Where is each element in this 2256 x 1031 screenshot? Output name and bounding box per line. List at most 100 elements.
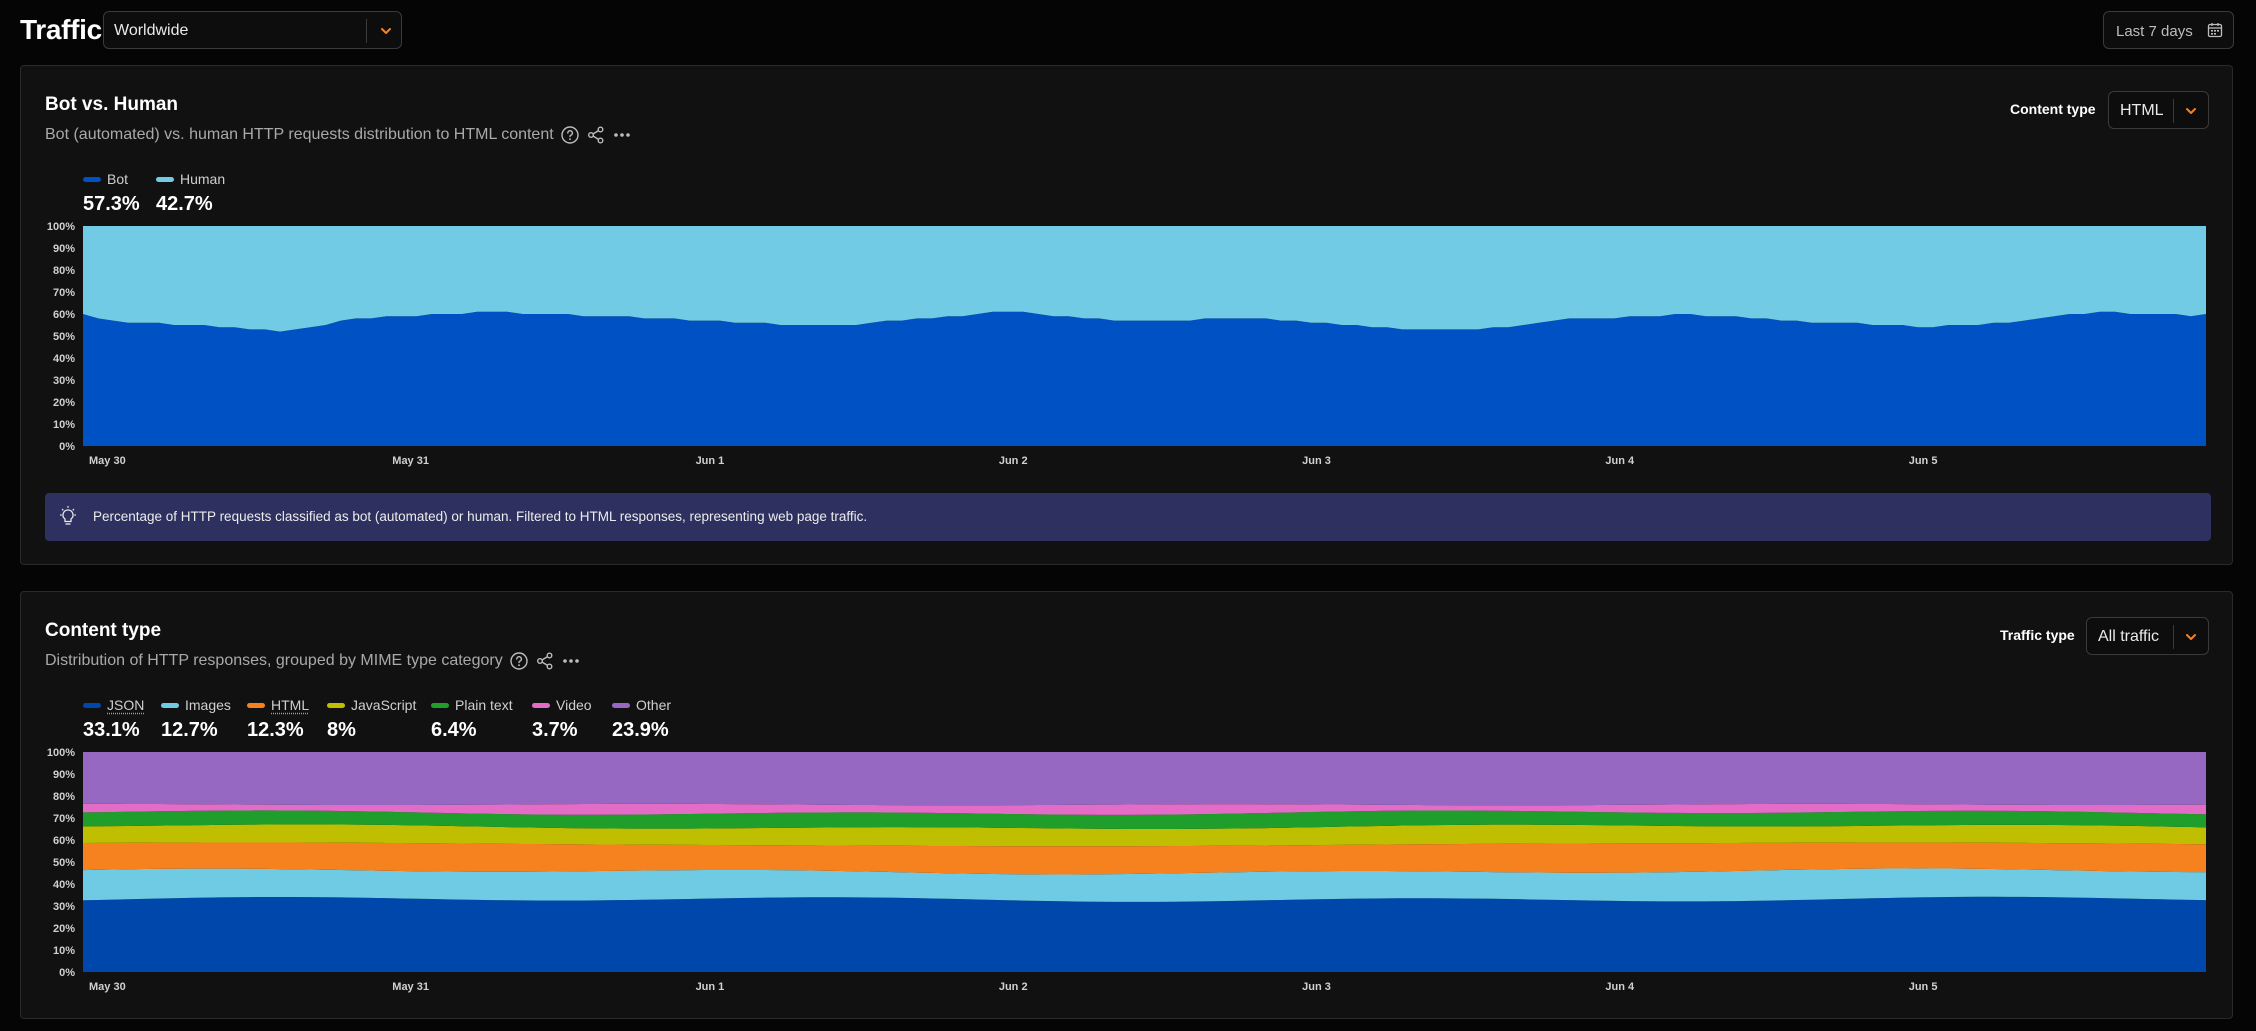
help-icon[interactable]	[509, 651, 529, 671]
legend-label: JSON	[107, 697, 145, 713]
date-range-button[interactable]: Last 7 days	[2103, 11, 2234, 49]
card-subtitle: Distribution of HTTP responses, grouped …	[45, 651, 581, 671]
share-icon[interactable]	[535, 651, 555, 671]
more-icon[interactable]	[561, 651, 581, 671]
legend-swatch	[83, 176, 101, 182]
legend-value: 3.7%	[532, 719, 578, 741]
legend-swatch	[161, 702, 179, 708]
legend-value: 23.9%	[612, 719, 669, 741]
series-area-video	[83, 803, 2206, 815]
legend-item[interactable]: Bot 57.3%	[83, 170, 156, 216]
legend-value: 8%	[327, 719, 356, 741]
legend-label: Images	[185, 697, 231, 713]
legend-label: Plain text	[455, 697, 513, 713]
bot-vs-human-card: Bot vs. Human Bot (automated) vs. human …	[20, 65, 2233, 565]
x-tick-label: Jun 3	[1302, 981, 1331, 993]
legend-label: HTML	[271, 697, 310, 713]
legend-value: 6.4%	[431, 719, 477, 741]
legend-key: Images	[161, 696, 247, 714]
x-tick-label: Jun 1	[696, 455, 725, 467]
y-tick-label: 80%	[53, 265, 75, 277]
legend-key: Other	[612, 696, 682, 714]
select-divider	[2173, 625, 2174, 649]
legend-item[interactable]: JSON 33.1%	[83, 696, 161, 742]
content-type-select[interactable]: HTML	[2108, 91, 2209, 129]
x-tick-label: May 31	[392, 981, 429, 993]
legend-value: 57.3%	[83, 193, 140, 215]
y-tick-label: 50%	[53, 857, 75, 869]
x-tick-label: Jun 2	[999, 981, 1028, 993]
more-icon[interactable]	[612, 125, 632, 145]
y-tick-label: 30%	[53, 901, 75, 913]
chevron-down-icon	[2186, 108, 2196, 114]
traffic-type-select[interactable]: All traffic	[2086, 617, 2209, 655]
x-tick-label: May 30	[89, 455, 126, 467]
page-title: Traffic	[20, 14, 102, 45]
y-tick-label: 10%	[53, 419, 75, 431]
legend-label: Bot	[107, 171, 129, 187]
y-tick-label: 10%	[53, 945, 75, 957]
y-tick-label: 70%	[53, 287, 75, 299]
legend-swatch	[327, 702, 345, 708]
x-tick-label: Jun 5	[1909, 455, 1938, 467]
legend-item[interactable]: Other 23.9%	[612, 696, 682, 742]
x-tick-label: Jun 4	[1605, 981, 1635, 993]
chevron-down-icon	[381, 28, 391, 34]
legend-swatch	[156, 176, 174, 182]
legend-swatch	[83, 702, 101, 708]
series-area-bot	[83, 311, 2206, 446]
card-title: Content type	[45, 620, 162, 641]
traffic-type-label: Traffic type	[2000, 627, 2075, 643]
legend-value: 42.7%	[156, 193, 213, 215]
legend-item[interactable]: HTML 12.3%	[247, 696, 327, 742]
legend-value: 33.1%	[83, 719, 140, 741]
content-type-area-chart: 0% 10% 20% 30% 40% 50% 60% 70% 80% 90% 100% May 30 M…	[47, 747, 2206, 993]
traffic-type-value: All traffic	[2098, 628, 2160, 645]
x-tick-label: Jun 1	[696, 981, 725, 993]
card-title: Bot vs. Human	[45, 94, 179, 115]
legend-value: 12.7%	[161, 719, 218, 741]
legend-label: JavaScript	[351, 697, 417, 713]
y-tick-label: 0%	[59, 967, 75, 979]
legend-item[interactable]: JavaScript 8%	[327, 696, 431, 742]
legend-label: Human	[180, 171, 226, 187]
share-icon[interactable]	[586, 125, 606, 145]
legend-key: Human	[156, 170, 226, 188]
legend-item[interactable]: Video 3.7%	[532, 696, 612, 742]
legend-label: Video	[556, 697, 592, 713]
y-tick-label: 30%	[53, 375, 75, 387]
select-divider	[366, 19, 367, 43]
y-tick-label: 80%	[53, 791, 75, 803]
bot-human-area-chart: 0% 10% 20% 30% 40% 50% 60% 70% 80% 90% 100% May 30 M…	[47, 221, 2206, 467]
legend-value: 12.3%	[247, 719, 304, 741]
series-area-javascript	[83, 824, 2206, 847]
x-tick-label: May 31	[392, 455, 429, 467]
y-tick-label: 100%	[47, 747, 75, 759]
series-area-images	[83, 868, 2206, 902]
card-subtitle: Bot (automated) vs. human HTTP requests …	[45, 125, 632, 145]
legend-item[interactable]: Human 42.7%	[156, 170, 226, 216]
insight-text: Percentage of HTTP requests classified a…	[93, 509, 868, 524]
legend-key: JSON	[83, 696, 161, 714]
legend-swatch	[612, 702, 630, 708]
location-select[interactable]: Worldwide	[103, 11, 402, 49]
y-tick-label: 20%	[53, 397, 75, 409]
help-icon[interactable]	[560, 125, 580, 145]
x-tick-label: Jun 5	[1909, 981, 1938, 993]
content-type-label: Content type	[2010, 101, 2096, 117]
content-type-value: HTML	[2120, 102, 2164, 119]
legend-key: HTML	[247, 696, 327, 714]
y-tick-label: 70%	[53, 813, 75, 825]
y-tick-label: 100%	[47, 221, 75, 233]
card-subtitle-text: Distribution of HTTP responses, grouped …	[45, 652, 503, 669]
chart-legend: Bot 57.3% Human 42.7%	[83, 170, 226, 216]
legend-key: Plain text	[431, 696, 532, 714]
x-tick-label: Jun 3	[1302, 455, 1331, 467]
legend-item[interactable]: Images 12.7%	[161, 696, 247, 742]
y-tick-label: 40%	[53, 353, 75, 365]
calendar-icon	[2207, 23, 2223, 38]
content-type-card: Content type Distribution of HTTP respon…	[20, 591, 2233, 1019]
select-divider	[2173, 99, 2174, 123]
legend-item[interactable]: Plain text 6.4%	[431, 696, 532, 742]
x-tick-label: Jun 2	[999, 455, 1028, 467]
